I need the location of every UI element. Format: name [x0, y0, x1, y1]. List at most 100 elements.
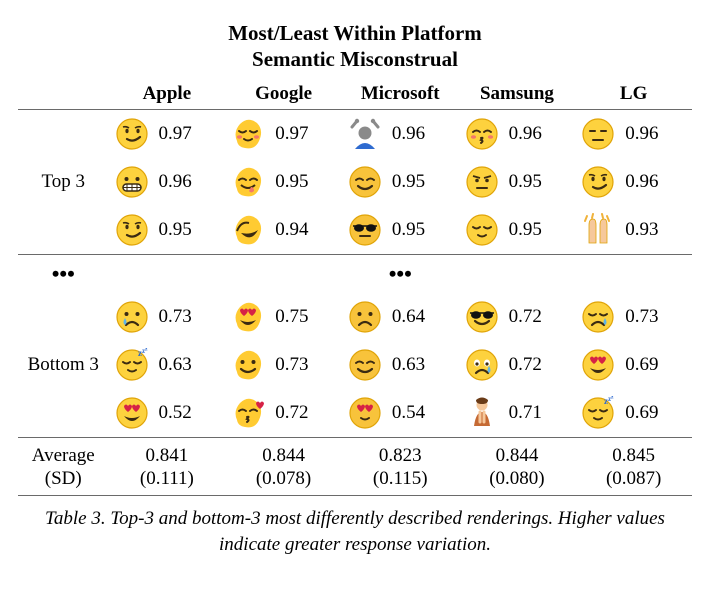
- cell-value: 0.95: [509, 219, 542, 241]
- cell-value: 0.63: [392, 354, 425, 376]
- value-cell: 0.54: [342, 389, 459, 438]
- value-cell: 0.95: [459, 158, 576, 206]
- value-cell: 0.96: [459, 109, 576, 158]
- cell-value: 0.52: [159, 402, 192, 424]
- table-row: Top 30.970.97 0.960.960.96: [18, 109, 692, 158]
- cell-value: 0.72: [275, 402, 308, 424]
- tear-icon: [115, 300, 149, 334]
- value-cell: 0.71: [459, 389, 576, 438]
- heart-eyes-icon: [581, 348, 615, 382]
- frown-icon: [348, 300, 382, 334]
- cool-sunglasses-icon: [465, 300, 499, 334]
- cell-value: 0.97: [159, 123, 192, 145]
- value-cell: 0.73: [109, 293, 226, 341]
- sad-tear-icon: [581, 300, 615, 334]
- cell-value: 0.95: [392, 219, 425, 241]
- svg-text:z: z: [145, 348, 148, 353]
- value-cell: 0.96: [109, 158, 226, 206]
- smirk-icon: [115, 213, 149, 247]
- section-label: Top 3: [18, 109, 109, 254]
- value-cell: 0.96: [575, 158, 692, 206]
- value-cell: 0.64: [342, 293, 459, 341]
- value-cell: 0.97: [109, 109, 226, 158]
- raising-hands-person-icon: [348, 117, 382, 151]
- cell-value: 0.95: [159, 219, 192, 241]
- pray-person-icon: [465, 396, 499, 430]
- cell-value: 0.97: [275, 123, 308, 145]
- value-cell: 0.75: [225, 293, 342, 341]
- cell-value: 0.95: [275, 171, 308, 193]
- cell-value: 0.69: [625, 402, 658, 424]
- value-cell: 0.93: [575, 206, 692, 255]
- average-cell: 0.841(0.111): [109, 437, 226, 496]
- value-cell: 0.95: [109, 206, 226, 255]
- cell-value: 0.69: [625, 354, 658, 376]
- smile-closed-icon: [348, 165, 382, 199]
- col-samsung: Samsung: [459, 79, 576, 110]
- cell-value: 0.75: [275, 306, 308, 328]
- average-cell: 0.845(0.087): [575, 437, 692, 496]
- average-cell: 0.844(0.080): [459, 437, 576, 496]
- heart-eyes-icon: [115, 396, 149, 430]
- relieved-icon: [465, 213, 499, 247]
- grimace-icon: [115, 165, 149, 199]
- ellipsis-row: ••••••: [18, 254, 692, 293]
- col-google: Google: [225, 79, 342, 110]
- title-line-2: Semantic Misconstrual: [252, 47, 458, 71]
- value-cell: 0.95: [342, 158, 459, 206]
- cell-value: 0.96: [509, 123, 542, 145]
- smile-closed-icon: [348, 348, 382, 382]
- cell-value: 0.73: [625, 306, 658, 328]
- ellipsis: •••: [109, 254, 692, 293]
- average-cell: 0.844(0.078): [225, 437, 342, 496]
- misconstrual-table: Apple Google Microsoft Samsung LG Top 30…: [18, 79, 692, 497]
- value-cell: 0.72: [225, 389, 342, 438]
- cell-value: 0.64: [392, 306, 425, 328]
- svg-text:z: z: [611, 396, 614, 401]
- average-label: Average(SD): [18, 437, 109, 496]
- expressionless-icon: [581, 117, 615, 151]
- col-apple: Apple: [109, 79, 226, 110]
- pleading-tear-icon: [465, 348, 499, 382]
- value-cell: 0.52: [109, 389, 226, 438]
- table-caption: Table 3. Top-3 and bottom-3 most differe…: [18, 506, 692, 557]
- sleepy-zzz-icon: zzz: [115, 348, 149, 382]
- header-row: Apple Google Microsoft Samsung LG: [18, 79, 692, 110]
- value-cell: 0.95: [342, 206, 459, 255]
- blob-relieved-icon: [231, 117, 265, 151]
- cell-value: 0.95: [392, 171, 425, 193]
- value-cell: 0.96: [575, 109, 692, 158]
- cell-value: 0.54: [392, 402, 425, 424]
- value-cell: 0.69: [575, 341, 692, 389]
- cell-value: 0.72: [509, 306, 542, 328]
- ellipsis: •••: [18, 254, 109, 293]
- blob-kiss-icon: [231, 396, 265, 430]
- sleepy-zzz-icon: zzz: [581, 396, 615, 430]
- value-cell: 0.73: [225, 341, 342, 389]
- smirk-icon: [581, 165, 615, 199]
- blob-lol-icon: [231, 213, 265, 247]
- value-cell: 0.96: [342, 109, 459, 158]
- blob-yum-icon: [231, 165, 265, 199]
- col-microsoft: Microsoft: [342, 79, 459, 110]
- table-row: Bottom 30.730.750.640.720.73: [18, 293, 692, 341]
- raised-hands-icon: [581, 213, 615, 247]
- table-row: 0.96 0.95 0.95 0.95 0.96: [18, 158, 692, 206]
- cell-value: 0.95: [509, 171, 542, 193]
- cell-value: 0.96: [625, 171, 658, 193]
- average-row: Average(SD)0.841(0.111)0.844(0.078)0.823…: [18, 437, 692, 496]
- average-cell: 0.823(0.115): [342, 437, 459, 496]
- heart-eyes-small-icon: [348, 396, 382, 430]
- cell-value: 0.73: [159, 306, 192, 328]
- cool-flat-icon: [348, 213, 382, 247]
- value-cell: 0.95: [225, 158, 342, 206]
- table-title: Most/Least Within Platform Semantic Misc…: [18, 20, 692, 73]
- cell-value: 0.94: [275, 219, 308, 241]
- blob-smile-icon: [231, 348, 265, 382]
- value-cell: 0.94: [225, 206, 342, 255]
- cell-value: 0.73: [275, 354, 308, 376]
- cell-value: 0.96: [625, 123, 658, 145]
- cell-value: 0.96: [159, 171, 192, 193]
- section-label: Bottom 3: [18, 293, 109, 438]
- value-cell: 0.72: [459, 293, 576, 341]
